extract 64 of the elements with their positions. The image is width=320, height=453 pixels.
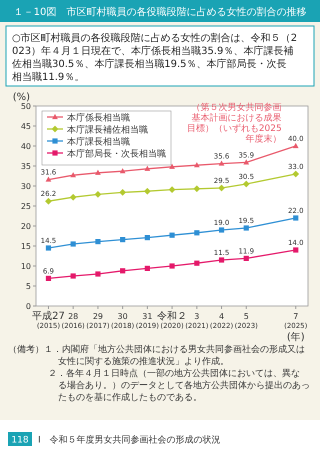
point bbox=[168, 186, 176, 193]
text: （備考）１．内閣府「地方公共団体における男女共同参画社会の形成又は女性に関する施策の推進状況」より作成。 bbox=[8, 344, 305, 367]
point bbox=[95, 271, 101, 277]
y-tick-label: 40 bbox=[20, 142, 31, 151]
point bbox=[95, 239, 101, 244]
point bbox=[169, 263, 175, 269]
point bbox=[70, 194, 77, 201]
point bbox=[242, 180, 250, 188]
point bbox=[95, 170, 101, 175]
text: 118 bbox=[11, 436, 29, 446]
y-tick-label: 45 bbox=[20, 122, 31, 131]
point bbox=[193, 185, 200, 192]
point bbox=[293, 247, 298, 253]
text: ２．各年４月１日時点（一部の地方公共団体においては、異なる場合あり。）のデータとして各地方公共団体から提出のあったものを基に作成したものである。 bbox=[48, 368, 310, 403]
point bbox=[70, 241, 76, 247]
y-tick-label: 50 bbox=[20, 102, 31, 111]
point bbox=[293, 215, 298, 221]
point bbox=[169, 232, 175, 238]
y-tick-label: 30 bbox=[20, 182, 31, 191]
y-tick-label: 20 bbox=[20, 222, 31, 231]
chart-subtitle: ○市区町村職員の各役職段階に占める女性の割合は、令和５（2023）年４月１日現在で、本庁係長相当職35.9％、本庁課長補佐相当職30.5％、本庁課長相当職19.5％、本庁部局長・次長相当職11.9％。 bbox=[12, 32, 298, 83]
point bbox=[120, 168, 126, 174]
point bbox=[70, 172, 76, 178]
legend-label: 本庁課長補佐相当職 bbox=[67, 124, 148, 136]
point bbox=[292, 142, 299, 148]
point bbox=[94, 191, 102, 198]
point bbox=[218, 257, 224, 263]
point bbox=[144, 266, 150, 271]
point bbox=[120, 268, 126, 274]
point bbox=[244, 225, 249, 231]
y-tick-label: 0 bbox=[26, 302, 31, 311]
y-tick-label: 10 bbox=[20, 262, 31, 271]
chart-title: １－10図 市区町村職員の各役職段階に占める女性の割合の推移 bbox=[14, 6, 306, 18]
point bbox=[46, 176, 52, 182]
point bbox=[46, 245, 52, 251]
y-tick-label: 5 bbox=[26, 282, 31, 291]
point bbox=[144, 188, 151, 195]
point bbox=[218, 184, 225, 192]
x-axis-title: (年) bbox=[286, 331, 305, 343]
y-tick-label: 25 bbox=[20, 202, 31, 211]
y-axis-title: (%) bbox=[12, 92, 30, 103]
point bbox=[194, 230, 200, 236]
text: I 令和５年度男女共同参画社会の形成の状況 bbox=[38, 434, 221, 446]
y-tick-label: 15 bbox=[20, 242, 31, 251]
point bbox=[218, 227, 224, 233]
point bbox=[144, 166, 150, 171]
legend-label: 本庁係長相当職 bbox=[67, 112, 130, 124]
legend-label: 本庁課長相当職 bbox=[67, 136, 130, 148]
point bbox=[46, 276, 52, 281]
annotation: （第５次男女共同参画基本計画における成果目標）（いずれも2025年度末） bbox=[186, 102, 282, 144]
point bbox=[292, 170, 300, 178]
point bbox=[194, 260, 200, 266]
point bbox=[243, 159, 250, 164]
point bbox=[119, 189, 126, 196]
point bbox=[194, 162, 200, 168]
point bbox=[244, 256, 249, 261]
point bbox=[218, 160, 224, 166]
point bbox=[70, 273, 76, 279]
point bbox=[144, 235, 150, 240]
y-tick-label: 35 bbox=[20, 162, 31, 171]
point bbox=[120, 237, 126, 242]
point bbox=[169, 164, 175, 169]
point bbox=[45, 198, 52, 205]
legend-label: 本庁部局長・次長相当職 bbox=[67, 148, 166, 160]
